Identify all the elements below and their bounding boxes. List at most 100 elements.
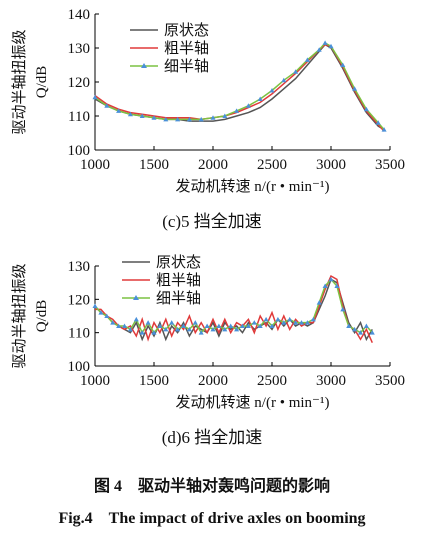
y-tick-label: 130 xyxy=(68,259,91,275)
series-marker xyxy=(328,43,334,49)
legend-marker xyxy=(141,63,147,68)
series-marker xyxy=(163,326,169,332)
series-marker xyxy=(263,316,269,322)
series-marker xyxy=(133,316,139,322)
chart-caption: (d)6 挡全加速 xyxy=(162,428,263,447)
legend-label: 细半轴 xyxy=(164,58,209,75)
series-marker xyxy=(304,320,310,325)
series-marker xyxy=(304,57,310,62)
series-marker xyxy=(186,326,192,332)
series-marker xyxy=(234,326,240,332)
series-marker xyxy=(169,320,175,325)
y-tick-label: 110 xyxy=(68,326,90,342)
x-tick-label: 1000 xyxy=(80,157,110,173)
legend-label: 粗半轴 xyxy=(164,40,209,57)
y-tick-label: 100 xyxy=(68,359,91,375)
series-marker xyxy=(240,323,245,328)
legend-label: 粗半轴 xyxy=(156,272,201,289)
series-marker xyxy=(98,310,104,315)
x-tick-label: 3500 xyxy=(375,157,405,173)
x-tick-label: 3000 xyxy=(316,157,346,173)
series-marker xyxy=(299,320,304,325)
series-marker xyxy=(139,330,145,335)
series-marker xyxy=(139,113,145,118)
x-tick-label: 2500 xyxy=(257,157,287,173)
series-marker xyxy=(110,320,116,325)
series-marker xyxy=(334,283,340,288)
series-marker xyxy=(257,96,263,101)
series-marker xyxy=(328,276,334,282)
series-marker xyxy=(316,47,322,52)
series-marker xyxy=(104,313,110,318)
series-marker xyxy=(181,323,186,328)
y-axis-unit: Q/dB xyxy=(34,66,50,99)
x-tick-label: 2000 xyxy=(198,373,228,389)
series-marker xyxy=(151,330,157,335)
series-marker xyxy=(222,113,228,118)
x-tick-label: 1000 xyxy=(80,373,110,389)
chart-caption: (c)5 挡全加速 xyxy=(162,212,262,231)
series-marker xyxy=(346,323,352,328)
x-tick-label: 3000 xyxy=(316,373,346,389)
series-marker xyxy=(204,323,210,328)
series-line xyxy=(94,43,385,132)
series-marker xyxy=(381,127,387,132)
series-marker xyxy=(245,323,251,328)
series-marker xyxy=(116,323,122,328)
series-marker xyxy=(275,316,281,322)
series-marker xyxy=(281,77,287,83)
series-marker xyxy=(175,326,181,332)
series-line xyxy=(95,274,373,343)
series-marker xyxy=(127,111,133,117)
y-tick-label: 120 xyxy=(68,292,91,308)
series-marker xyxy=(216,323,222,328)
y-tick-label: 140 xyxy=(68,7,91,23)
series-marker xyxy=(104,103,110,108)
series-marker xyxy=(92,94,98,100)
series-marker xyxy=(210,115,216,120)
series-marker xyxy=(92,303,98,308)
series-marker xyxy=(228,323,234,328)
series-marker xyxy=(127,326,133,332)
x-tick-label: 3500 xyxy=(375,373,405,389)
series-marker xyxy=(192,320,198,325)
y-tick-label: 120 xyxy=(68,75,91,91)
series-marker xyxy=(310,316,316,322)
series-line xyxy=(94,278,373,335)
legend-label: 原状态 xyxy=(156,254,201,271)
series-marker xyxy=(245,103,251,108)
series-marker xyxy=(210,326,216,332)
series-marker xyxy=(234,108,240,113)
series-marker xyxy=(352,86,358,91)
series-marker xyxy=(269,88,275,93)
y-tick-label: 110 xyxy=(68,109,90,125)
series-marker xyxy=(293,69,299,74)
series-marker xyxy=(198,116,204,122)
y-axis-label: 驱动半轴扭振级 xyxy=(11,263,28,368)
series-marker xyxy=(293,320,299,325)
series-marker xyxy=(358,330,363,335)
x-tick-label: 2500 xyxy=(257,373,287,389)
series-line xyxy=(94,43,385,131)
series-marker xyxy=(151,115,157,120)
x-tick-label: 1500 xyxy=(139,157,169,173)
series-marker xyxy=(116,108,122,113)
y-axis-unit: Q/dB xyxy=(34,300,50,333)
series-marker xyxy=(340,306,346,312)
series-marker xyxy=(222,326,228,332)
series-marker xyxy=(363,323,369,328)
series-marker xyxy=(251,320,257,325)
y-axis-label: 驱动半轴扭振级 xyxy=(11,29,28,134)
legend-label: 原状态 xyxy=(164,22,209,39)
series-marker xyxy=(369,330,375,335)
x-tick-label: 2000 xyxy=(198,157,228,173)
series-marker xyxy=(363,106,369,112)
series-marker xyxy=(375,120,381,125)
series-marker xyxy=(145,320,151,325)
series-marker xyxy=(257,323,263,328)
y-tick-label: 100 xyxy=(68,143,91,159)
figure-title-en: Fig.4 The impact of drive axles on boomi… xyxy=(58,510,365,527)
legend-label: 细半轴 xyxy=(156,290,201,307)
series-marker xyxy=(269,323,275,328)
